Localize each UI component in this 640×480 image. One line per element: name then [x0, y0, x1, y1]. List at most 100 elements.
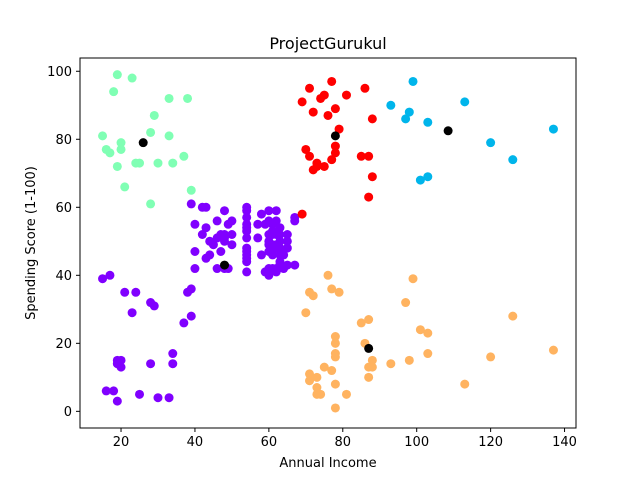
data-point-c4-16: [330, 104, 340, 114]
data-point-c3-19: [334, 287, 344, 297]
data-point-c4-23: [364, 151, 374, 161]
data-point-c2-5: [112, 161, 122, 171]
data-point-c0-77: [264, 206, 274, 216]
data-point-c2-13: [146, 199, 156, 209]
data-point-c0-2: [105, 270, 115, 280]
data-point-c0-25: [190, 264, 200, 274]
x-tick-label: 100: [404, 435, 429, 450]
data-point-c0-64: [253, 233, 263, 243]
x-tick-label: 80: [335, 435, 352, 450]
plot-frame: [79, 57, 577, 429]
data-point-c0-9: [120, 287, 130, 297]
data-point-c2-19: [179, 151, 189, 161]
data-point-c2-12: [146, 127, 156, 137]
data-point-c2-3: [109, 87, 119, 97]
points-layer: [98, 70, 558, 413]
data-point-c4-15: [330, 148, 340, 158]
data-point-c0-11: [131, 287, 141, 297]
data-point-c2-6: [116, 144, 126, 154]
data-point-c0-32: [201, 202, 211, 212]
data-point-c3-33: [423, 328, 433, 338]
chart-title: ProjectGurukul: [269, 34, 386, 53]
data-point-c1-4: [415, 175, 425, 185]
data-point-c0-38: [212, 216, 222, 226]
data-point-c3-15: [330, 332, 340, 342]
data-point-c0-57: [242, 219, 252, 229]
data-point-c2-14: [149, 110, 159, 120]
data-point-c0-92: [275, 257, 285, 267]
data-point-c0-94: [275, 243, 285, 253]
data-point-c4-4: [305, 83, 315, 93]
data-point-c4-21: [360, 83, 370, 93]
data-point-c0-49: [227, 216, 237, 226]
data-point-c4-3: [305, 151, 315, 161]
data-point-c0-97: [275, 223, 285, 233]
data-point-c0-20: [179, 318, 189, 328]
data-point-c0-24: [186, 199, 196, 209]
data-point-c3-32: [415, 325, 425, 335]
data-point-c3-38: [548, 345, 558, 355]
data-point-c2-15: [153, 158, 163, 168]
data-point-c0-89: [271, 216, 281, 226]
data-point-c0-95: [275, 236, 285, 246]
data-point-c0-61: [242, 267, 252, 277]
x-tick-label: 120: [478, 435, 503, 450]
data-point-c0-102: [282, 236, 292, 246]
data-point-c0-50: [227, 230, 237, 239]
data-point-c0-63: [242, 253, 252, 263]
data-point-c2-4: [112, 70, 122, 80]
data-point-c3-30: [404, 355, 414, 365]
data-point-c4-0: [297, 209, 307, 219]
data-point-c3-7: [312, 372, 322, 382]
data-point-c3-0: [301, 308, 311, 318]
data-point-c0-48: [227, 240, 237, 250]
data-point-c1-6: [423, 172, 433, 182]
data-point-c3-8: [316, 389, 326, 399]
data-point-c3-17: [330, 338, 340, 348]
data-point-c2-8: [120, 182, 130, 192]
data-point-c0-45: [220, 230, 230, 239]
data-point-c0-16: [153, 393, 163, 403]
data-point-c4-17: [330, 141, 340, 151]
y-tick-label: 40: [55, 269, 72, 284]
data-point-c0-99: [279, 250, 289, 260]
data-point-c0-33: [205, 250, 215, 260]
x-tick-label: 40: [187, 435, 204, 450]
data-point-c4-11: [319, 161, 329, 171]
y-axis: 0 20 40 60 80 100: [47, 65, 80, 420]
data-point-c4-14: [327, 155, 337, 165]
data-point-c1-8: [486, 138, 496, 148]
data-point-c0-27: [190, 219, 200, 229]
data-point-c2-11: [135, 158, 145, 168]
data-point-c3-3: [305, 376, 315, 386]
data-point-c0-66: [256, 250, 266, 260]
data-point-c3-20: [341, 389, 351, 399]
centroid-point-3: [364, 343, 374, 353]
data-point-c0-106: [290, 260, 300, 270]
x-axis-label: Annual Income: [279, 456, 376, 471]
data-point-c0-41: [220, 206, 230, 216]
data-point-c1-5: [423, 117, 433, 127]
data-point-c1-1: [401, 114, 411, 124]
y-tick-label: 80: [55, 133, 72, 148]
data-point-c2-18: [168, 158, 178, 168]
data-point-c0-60: [242, 202, 252, 212]
data-point-c3-12: [327, 284, 337, 294]
data-point-c0-28: [197, 230, 207, 239]
data-point-c0-100: [282, 260, 292, 270]
data-point-c3-6: [312, 383, 322, 393]
data-point-c2-20: [183, 93, 193, 103]
data-point-c1-2: [404, 107, 414, 117]
data-point-c4-2: [301, 144, 311, 154]
data-point-c1-9: [508, 155, 518, 165]
x-tick-label: 20: [113, 435, 130, 450]
data-point-c0-103: [282, 230, 292, 239]
data-point-c0-10: [127, 308, 137, 318]
data-point-c0-31: [201, 223, 211, 233]
data-point-c1-0: [386, 100, 396, 110]
data-point-c3-4: [308, 291, 318, 301]
data-point-c0-13: [146, 359, 156, 369]
data-point-c2-17: [164, 131, 174, 141]
data-point-c4-25: [367, 172, 377, 182]
